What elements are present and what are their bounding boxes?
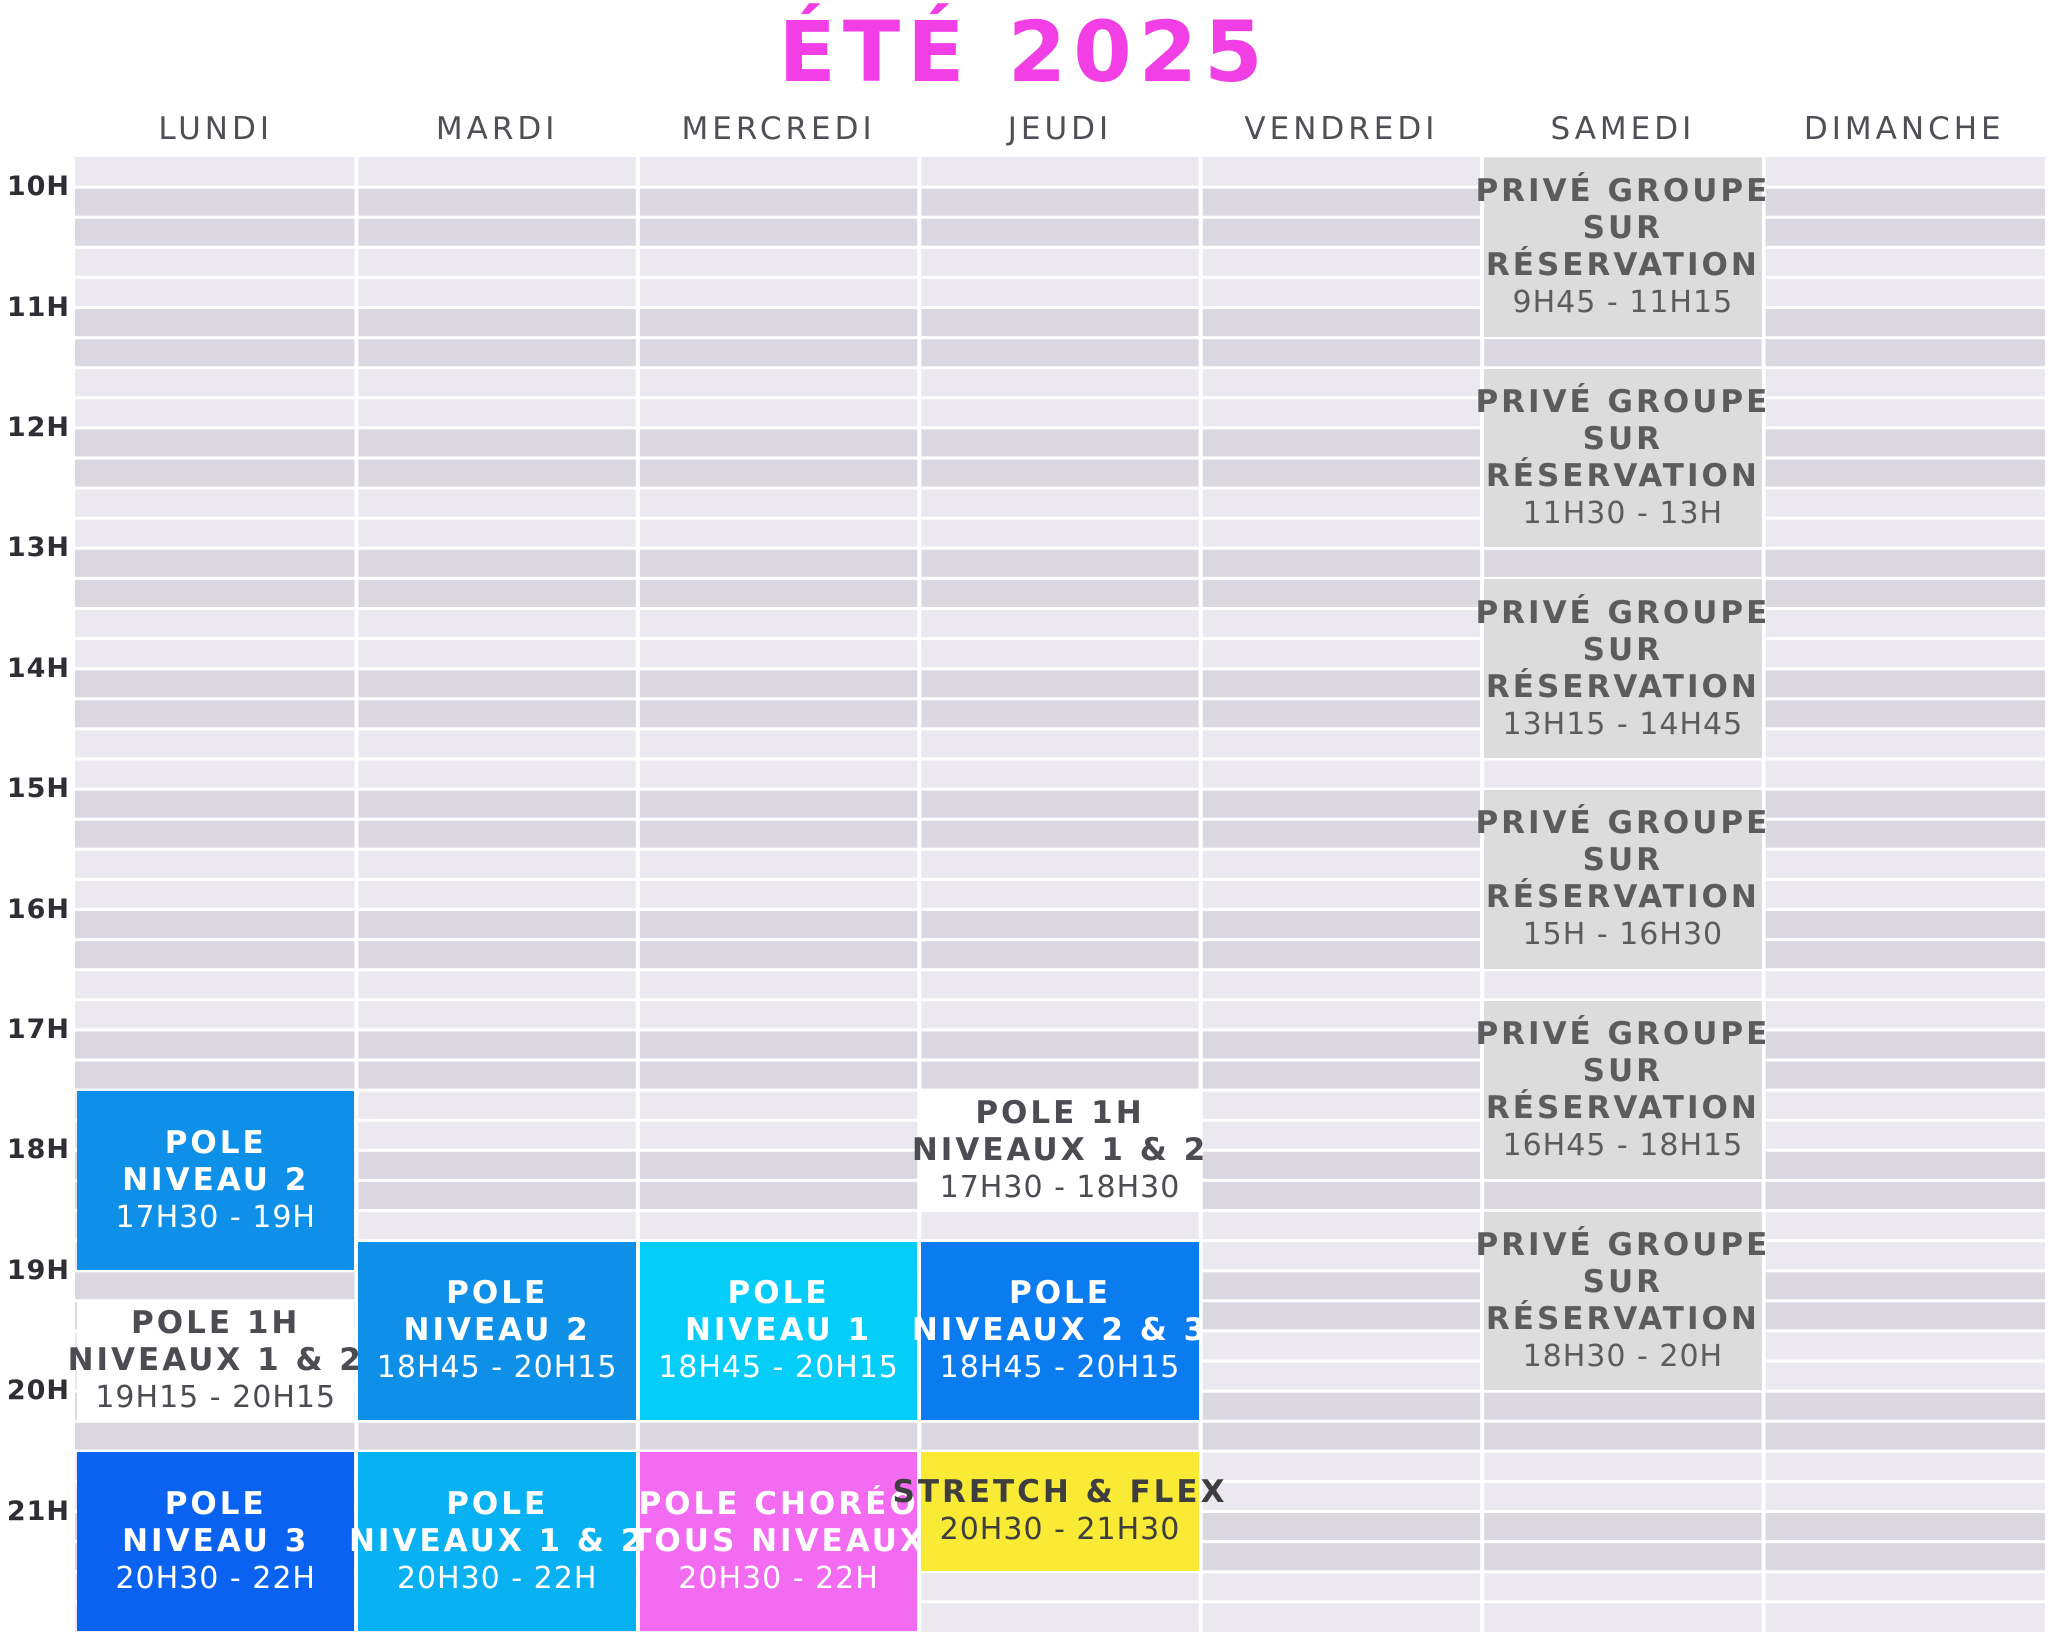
- private-session-title: SUR: [1582, 420, 1664, 457]
- class-level: NIVEAUX 1 & 2: [348, 1523, 646, 1560]
- hour-label: 11H: [6, 291, 70, 323]
- private-session-block[interactable]: PRIVÉ GROUPE SUR RÉSERVATION 9H45 - 11H15: [1475, 158, 1767, 337]
- private-session-time: 11H30 - 13H: [1522, 495, 1724, 531]
- class-name: POLE 1H: [975, 1094, 1145, 1131]
- class-level: NIVEAUX 1 & 2: [911, 1131, 1209, 1168]
- class-block[interactable]: POLE CHORÉO TOUS NIVEAUX 20H30 - 22H: [630, 1452, 924, 1631]
- class-level: NIVEAUX 2 & 3: [911, 1312, 1209, 1349]
- class-time: 17H30 - 18H30: [939, 1169, 1181, 1205]
- private-session-block[interactable]: PRIVÉ GROUPE SUR RÉSERVATION 15H - 16H30: [1475, 790, 1767, 969]
- class-name: POLE: [164, 1124, 267, 1161]
- private-session-time: 18H30 - 20H: [1522, 1338, 1724, 1374]
- hour-label: 16H: [6, 893, 70, 925]
- class-block[interactable]: POLE NIVEAU 3 20H30 - 22H: [77, 1452, 355, 1631]
- hour-label: 10H: [6, 171, 70, 203]
- hour-label: 21H: [6, 1495, 70, 1527]
- class-name: POLE: [446, 1486, 549, 1523]
- class-block[interactable]: POLE NIVEAUX 2 & 3 18H45 - 20H15: [912, 1241, 1205, 1421]
- grid-row: [75, 759, 2045, 790]
- private-session-title: SUR: [1582, 631, 1664, 668]
- class-name: POLE: [446, 1275, 549, 1312]
- day-header: SAMEDI: [1550, 111, 1696, 147]
- class-block[interactable]: POLE 1H NIVEAUX 1 & 2 19H15 - 20H15: [68, 1301, 361, 1421]
- class-time: 20H30 - 22H: [115, 1561, 316, 1597]
- private-session-title: PRIVÉ GROUPE: [1475, 173, 1771, 210]
- private-session-block[interactable]: PRIVÉ GROUPE SUR RÉSERVATION 18H30 - 20H: [1475, 1211, 1767, 1391]
- class-level: NIVEAUX 1 & 2: [67, 1342, 364, 1379]
- private-session-title: SUR: [1582, 210, 1664, 247]
- class-time: 20H30 - 22H: [678, 1561, 879, 1597]
- private-session-title: RÉSERVATION: [1485, 1300, 1760, 1337]
- class-name: POLE CHORÉO: [638, 1486, 919, 1523]
- class-block[interactable]: POLE NIVEAU 2 17H30 - 19H: [77, 1091, 355, 1270]
- hour-label: 20H: [6, 1375, 70, 1407]
- class-name: POLE 1H: [131, 1305, 301, 1342]
- hour-label: 15H: [6, 773, 70, 805]
- private-session-title: PRIVÉ GROUPE: [1475, 1016, 1771, 1053]
- class-block[interactable]: POLE NIVEAUX 1 & 2 20H30 - 22H: [349, 1452, 642, 1631]
- day-header: LUNDI: [158, 111, 274, 147]
- private-session-title: SUR: [1582, 842, 1664, 879]
- class-level: NIVEAU 2: [403, 1312, 591, 1349]
- private-session-title: SUR: [1582, 1053, 1664, 1090]
- class-time: 18H45 - 20H15: [376, 1350, 618, 1386]
- class-time: 17H30 - 19H: [115, 1199, 316, 1235]
- private-session-title: SUR: [1582, 1263, 1664, 1300]
- hour-label: 19H: [6, 1254, 70, 1286]
- private-session-title: RÉSERVATION: [1485, 668, 1760, 705]
- private-session-time: 9H45 - 11H15: [1512, 285, 1734, 321]
- day-header: VENDREDI: [1244, 111, 1439, 147]
- day-header: JEUDI: [1007, 111, 1113, 147]
- class-name: POLE: [1008, 1275, 1111, 1312]
- private-session-time: 15H - 16H30: [1522, 917, 1724, 953]
- class-time: 20H30 - 22H: [396, 1561, 598, 1597]
- private-session-title: PRIVÉ GROUPE: [1475, 1226, 1771, 1263]
- grid-row: [75, 1421, 2045, 1452]
- grid-row: [75, 548, 2045, 579]
- private-session-time: 16H45 - 18H15: [1502, 1128, 1744, 1164]
- private-session-title: PRIVÉ GROUPE: [1475, 805, 1771, 842]
- private-session-block[interactable]: PRIVÉ GROUPE SUR RÉSERVATION 11H30 - 13H: [1475, 368, 1767, 548]
- day-header: MARDI: [435, 111, 559, 147]
- class-level: NIVEAU 3: [122, 1523, 310, 1560]
- class-time: 18H45 - 20H15: [939, 1350, 1181, 1386]
- class-level: NIVEAU 1: [684, 1312, 873, 1349]
- class-level: TOUS NIVEAUX: [630, 1523, 927, 1560]
- private-session-title: RÉSERVATION: [1485, 1090, 1760, 1127]
- hour-label: 18H: [6, 1134, 70, 1166]
- private-session-title: RÉSERVATION: [1485, 457, 1760, 494]
- grid-row: [75, 969, 2045, 1000]
- private-session-block[interactable]: PRIVÉ GROUPE SUR RÉSERVATION 16H45 - 18H15: [1475, 1000, 1767, 1180]
- class-block[interactable]: STRETCH & FLEX 20H30 - 21H30: [893, 1452, 1225, 1571]
- class-name: POLE: [164, 1486, 267, 1523]
- day-header: DIMANCHE: [1803, 111, 2005, 147]
- private-session-title: PRIVÉ GROUPE: [1475, 594, 1771, 631]
- class-time: 19H15 - 20H15: [95, 1380, 337, 1416]
- class-time: 20H30 - 21H30: [939, 1512, 1181, 1548]
- class-block[interactable]: POLE 1H NIVEAUX 1 & 2 17H30 - 18H30: [912, 1091, 1205, 1210]
- class-level: NIVEAU 2: [122, 1161, 310, 1198]
- hour-label: 14H: [6, 652, 70, 684]
- class-block[interactable]: POLE NIVEAU 2 18H45 - 20H15: [358, 1241, 636, 1421]
- page-title: ÉTÉ 2025: [778, 3, 1270, 101]
- class-name: POLE: [727, 1275, 830, 1312]
- class-time: 18H45 - 20H15: [658, 1350, 899, 1386]
- class-block[interactable]: POLE NIVEAU 1 18H45 - 20H15: [639, 1241, 918, 1421]
- hour-label: 12H: [6, 411, 70, 443]
- private-session-title: RÉSERVATION: [1485, 247, 1760, 284]
- private-session-title: RÉSERVATION: [1485, 879, 1760, 916]
- private-session-title: PRIVÉ GROUPE: [1475, 383, 1771, 420]
- hour-label: 17H: [6, 1013, 70, 1045]
- day-header: MERCREDI: [681, 111, 876, 147]
- private-session-time: 13H15 - 14H45: [1502, 706, 1744, 742]
- private-session-block[interactable]: PRIVÉ GROUPE SUR RÉSERVATION 13H15 - 14H45: [1475, 579, 1767, 758]
- hour-label: 13H: [6, 532, 70, 564]
- grid-row: [75, 337, 2045, 368]
- class-name: STRETCH & FLEX: [892, 1474, 1228, 1511]
